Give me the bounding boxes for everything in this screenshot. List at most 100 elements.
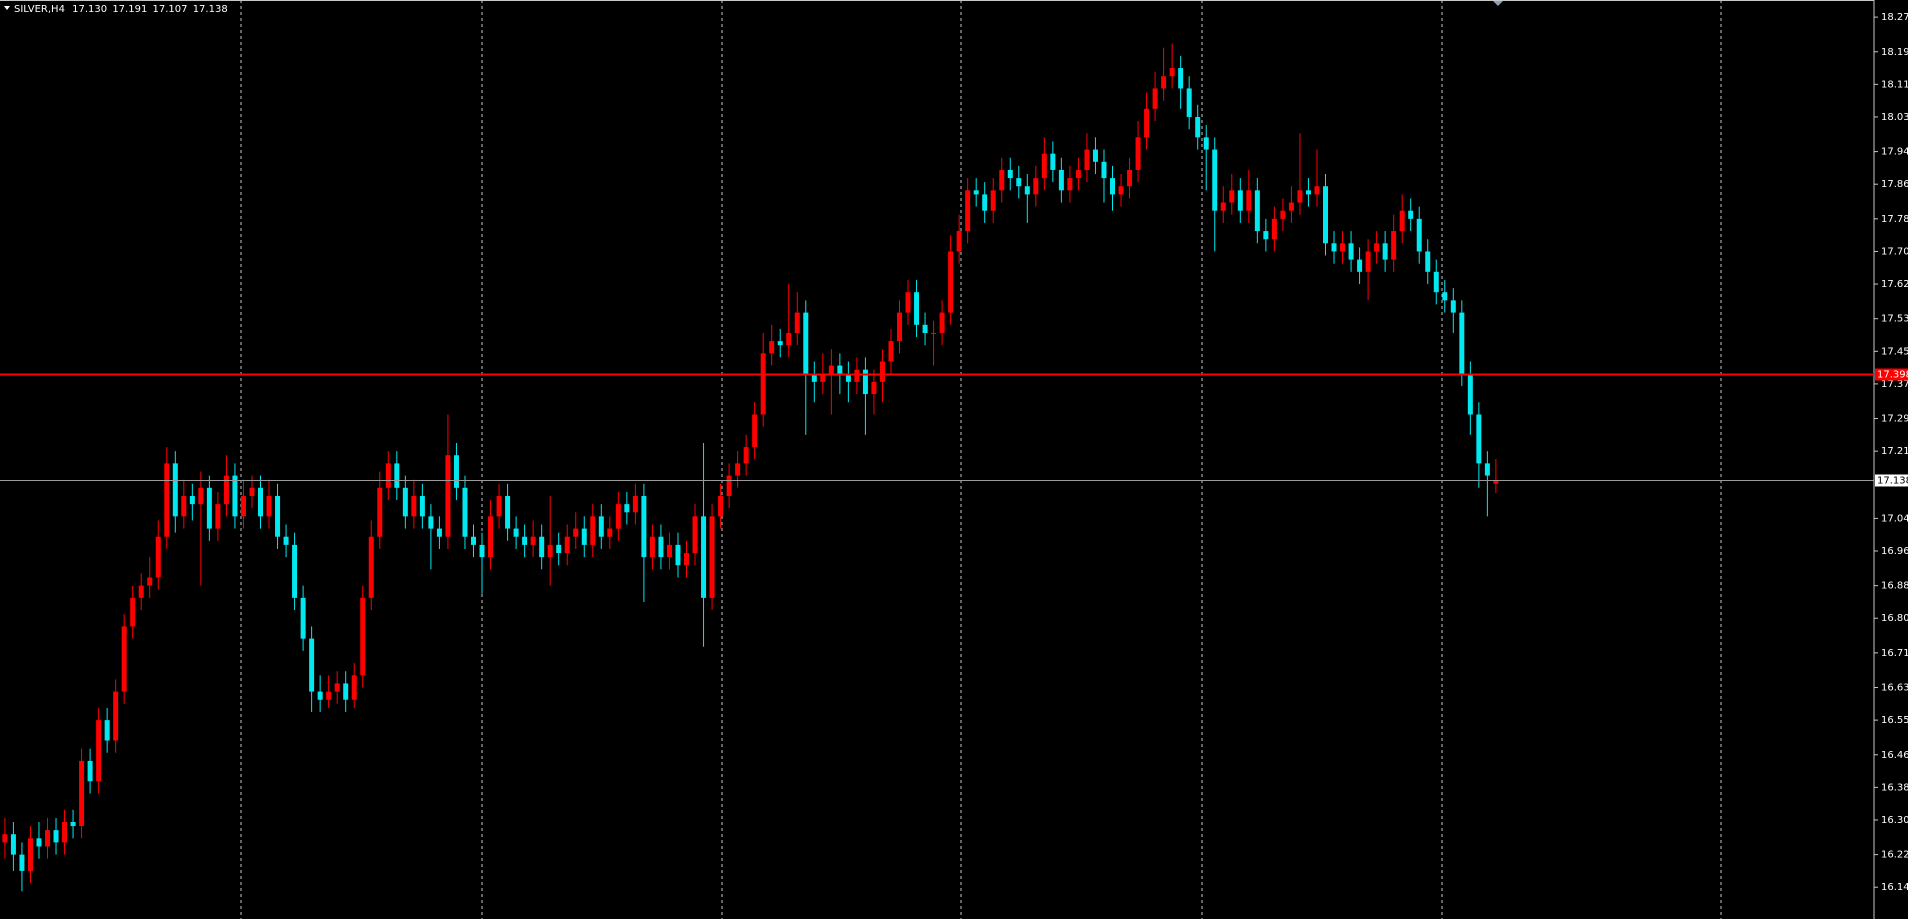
candle-body [590, 516, 596, 545]
candle-body [684, 553, 689, 566]
y-tick-label: 16.715 [1881, 648, 1908, 659]
y-tick-label: 17.210 [1881, 446, 1908, 457]
candle-body [854, 369, 860, 382]
candle-body [1314, 186, 1320, 195]
candle-body [760, 353, 766, 415]
candle-body [982, 194, 988, 211]
candle-body [334, 683, 340, 692]
y-tick-label: 17.455 [1881, 346, 1908, 357]
candle-body [1280, 210, 1286, 219]
candle-body [999, 169, 1005, 191]
candle-body [402, 487, 408, 517]
candle-body [1408, 210, 1414, 219]
candle-body [581, 528, 587, 545]
y-tick-label: 16.800 [1881, 613, 1908, 624]
candle-body [360, 597, 366, 676]
candle-body [206, 487, 212, 529]
y-tick-label: 18.110 [1881, 79, 1908, 90]
candle-body [138, 585, 144, 598]
candle-body [837, 365, 843, 374]
candle-body [1203, 137, 1209, 150]
candle-body [1340, 243, 1346, 252]
candle-body [258, 487, 263, 517]
close-value: 17.138 [193, 4, 228, 15]
y-tick-label: 17.290 [1881, 414, 1908, 425]
y-tick-label: 17.375 [1881, 379, 1908, 390]
candle-body [658, 536, 664, 558]
candle-body [1416, 218, 1422, 252]
candle-body [1382, 243, 1388, 260]
candle-body [973, 190, 979, 195]
candle-body [845, 373, 851, 382]
candle-body [1195, 116, 1201, 138]
candle-body [62, 822, 68, 843]
candle-body [871, 381, 877, 395]
candle-body [343, 683, 349, 700]
candle-body [641, 495, 647, 558]
candle-body [10, 834, 16, 855]
candle-body [1484, 463, 1490, 476]
candle-body [879, 361, 885, 382]
y-tick-label: 18.275 [1881, 12, 1908, 23]
candle-body [692, 516, 698, 554]
candle-body [1391, 231, 1397, 260]
candle-body [1263, 231, 1269, 240]
candle-body [309, 638, 315, 692]
y-tick-label: 16.140 [1881, 882, 1908, 893]
candle-body [777, 341, 783, 346]
candle-body [428, 516, 434, 529]
candle-body [1246, 190, 1252, 211]
candle-body [1118, 186, 1124, 195]
candle-body [1288, 202, 1294, 211]
candle-body [666, 544, 672, 558]
candle-body [905, 292, 911, 313]
candle-body [888, 341, 894, 362]
candle-body [743, 447, 749, 464]
candle-body [1067, 178, 1073, 191]
candle-body [488, 516, 494, 558]
candle-body [1178, 68, 1184, 89]
price-label-box [1875, 474, 1908, 487]
y-tick-label: 16.880 [1881, 581, 1908, 592]
candle-body [726, 475, 732, 496]
candle-body [266, 495, 272, 517]
y-tick-label: 17.700 [1881, 246, 1908, 257]
candle-body [1127, 169, 1133, 187]
candle-body [1084, 149, 1090, 170]
y-tick-label: 18.030 [1881, 112, 1908, 123]
candle-body [181, 495, 187, 517]
candle-body [939, 312, 945, 333]
candle-body [1007, 169, 1013, 179]
candle-body [1058, 169, 1064, 191]
candle-body [1101, 161, 1107, 179]
candle-body [121, 626, 127, 692]
candle-body [1305, 190, 1311, 195]
candle-body [632, 495, 638, 513]
candle-body [897, 312, 902, 342]
candle-body [615, 504, 621, 529]
candle-body [27, 838, 33, 871]
y-tick-label: 16.630 [1881, 683, 1908, 694]
candle-body [198, 487, 204, 505]
candle-body [956, 231, 962, 252]
candle-body [1348, 243, 1354, 260]
candle-body [436, 528, 442, 537]
candle-body [164, 463, 170, 537]
candle-body [1442, 292, 1448, 301]
candle-body [718, 495, 724, 517]
candle-body [1169, 68, 1175, 77]
candle-body [1467, 373, 1473, 415]
candle-body [240, 495, 246, 517]
candle-body [223, 475, 229, 505]
candle-body [1425, 251, 1431, 272]
candle-body [462, 487, 468, 537]
candle-body [1365, 251, 1371, 272]
candle-body [96, 720, 102, 782]
candle-body [2, 834, 8, 843]
candle-body [649, 536, 655, 558]
candle-body [130, 597, 136, 627]
candle-body [811, 373, 817, 382]
candle-body [351, 675, 357, 700]
candle-body [1254, 190, 1260, 232]
